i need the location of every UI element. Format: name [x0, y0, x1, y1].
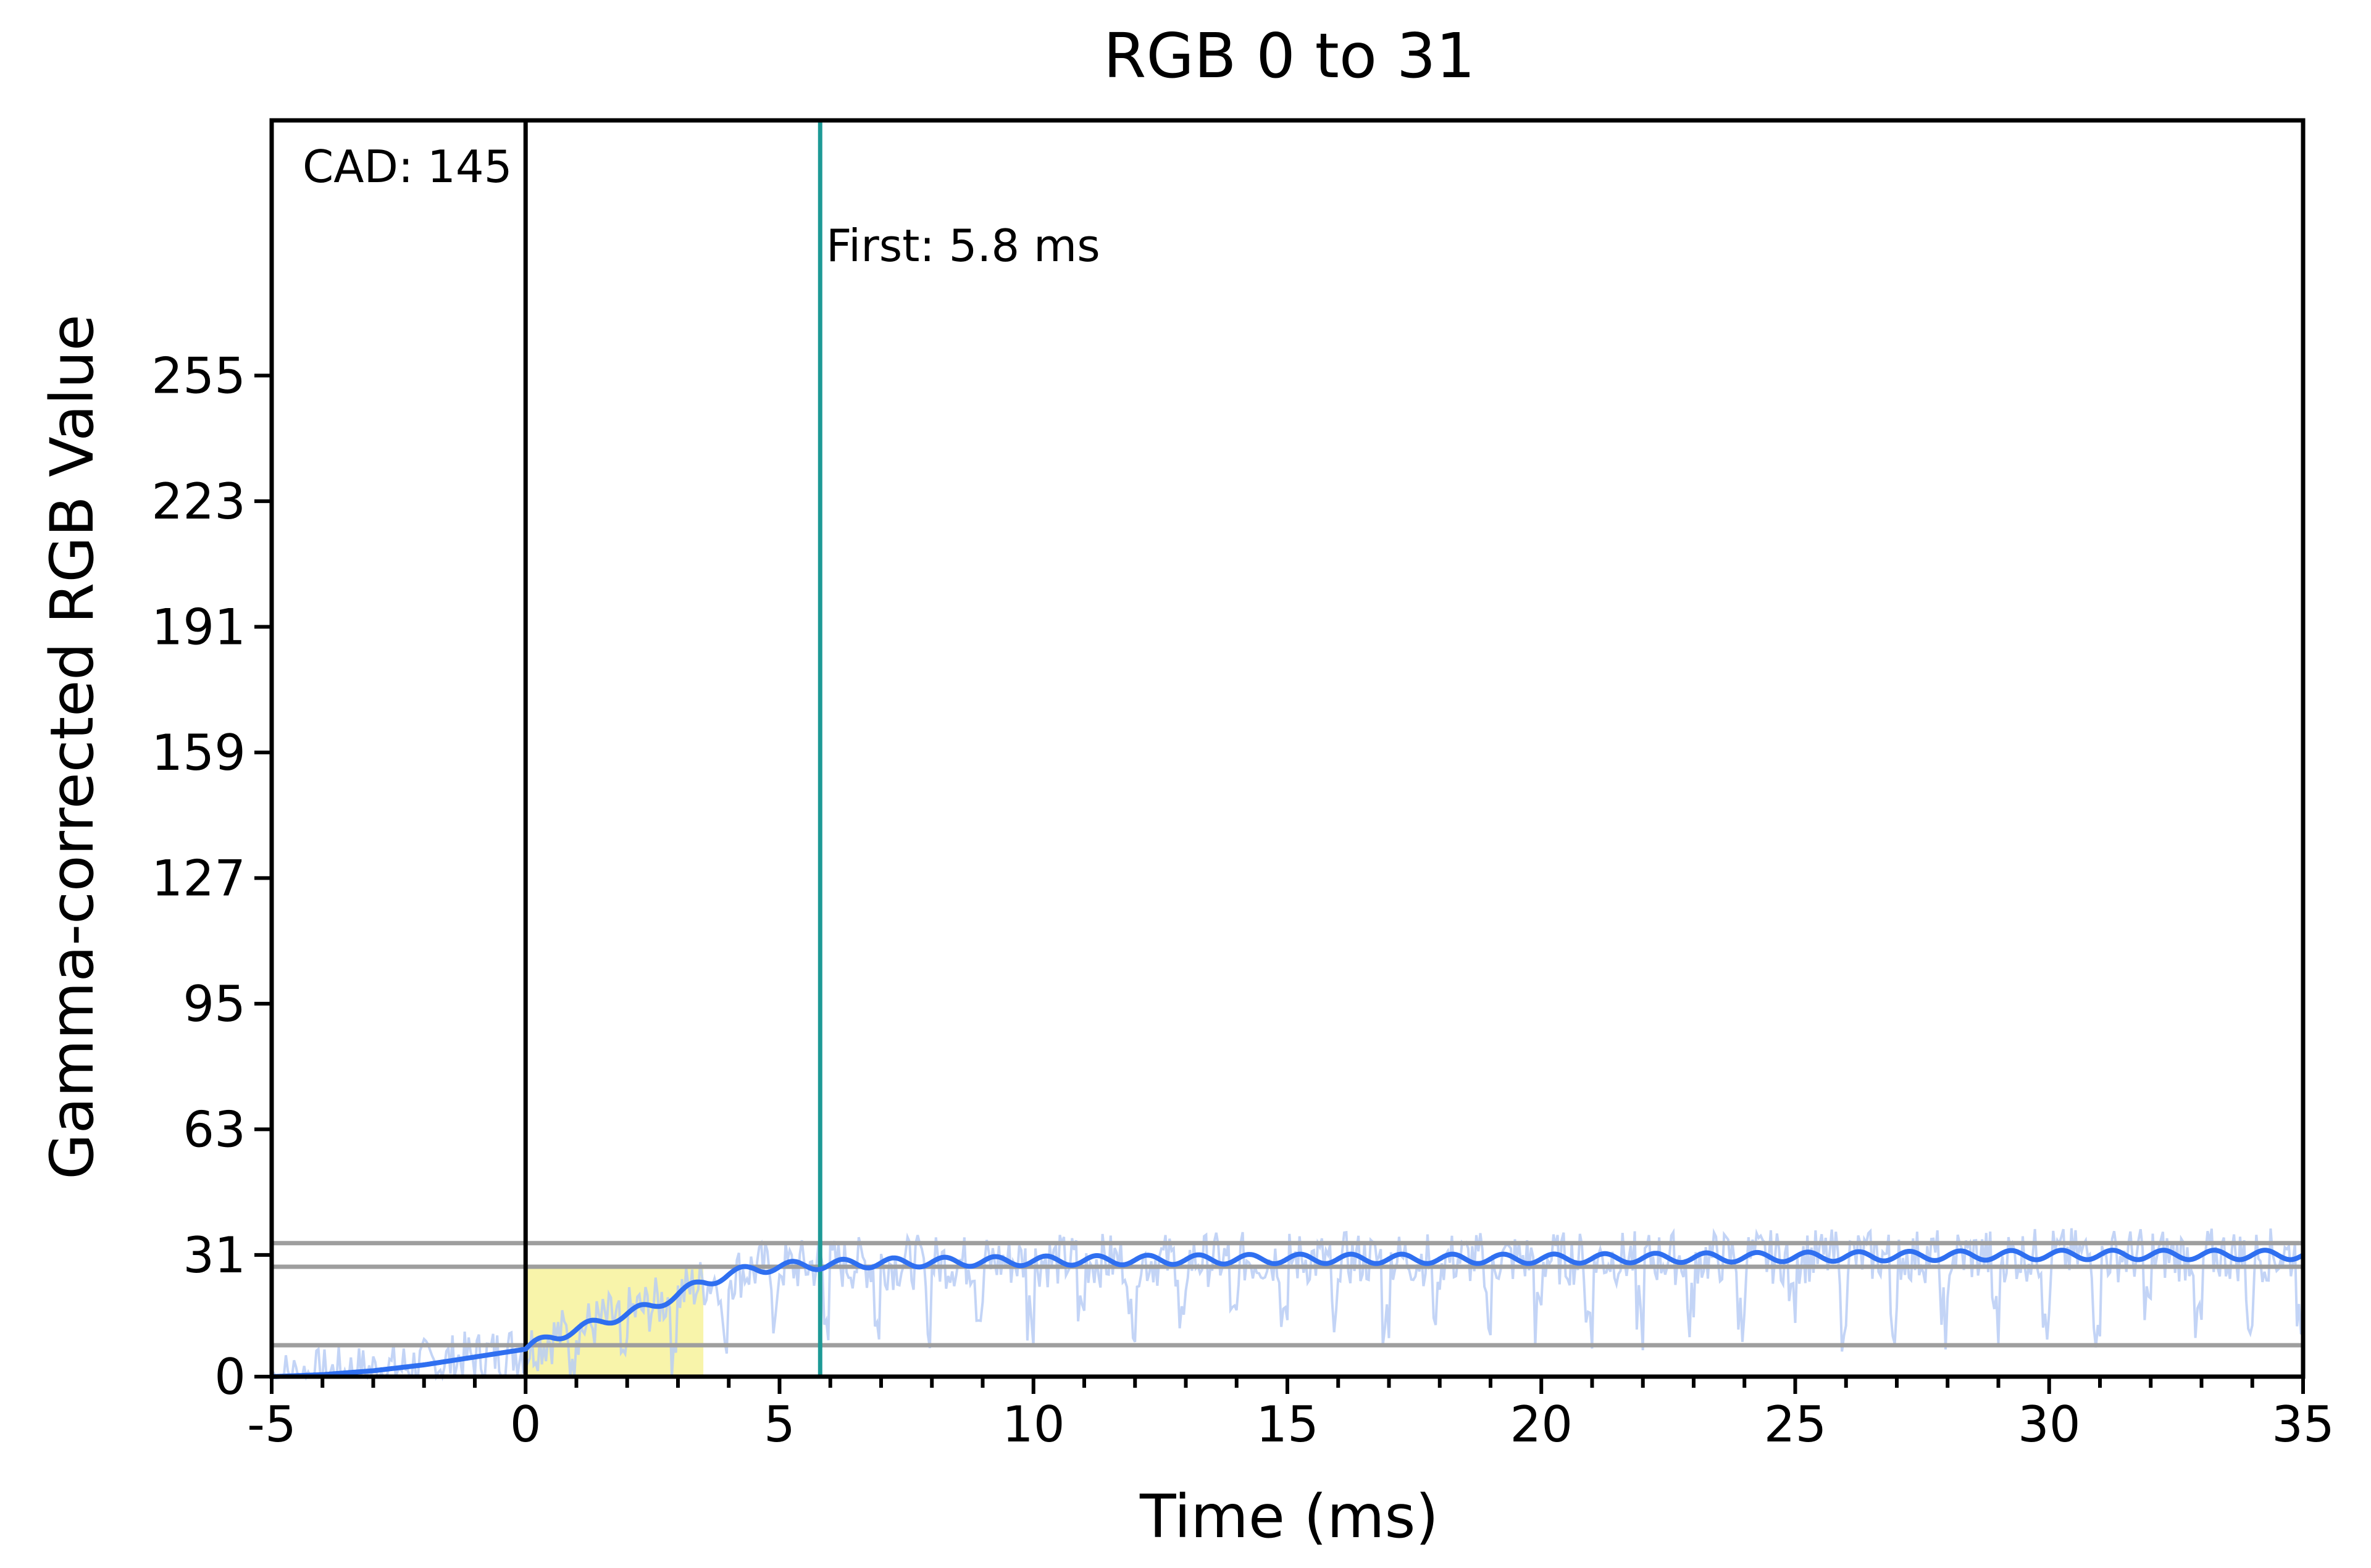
y-tick-label: 0 — [214, 1348, 246, 1406]
y-tick-label: 223 — [151, 473, 246, 530]
y-tick-label: 159 — [151, 724, 246, 782]
chart-title: RGB 0 to 31 — [1103, 20, 1475, 92]
cad-label: CAD: 145 — [303, 141, 512, 193]
raw-signal-line — [270, 1228, 2304, 1382]
x-tick-label: 0 — [510, 1396, 542, 1453]
x-tick-label: 20 — [1510, 1396, 1573, 1453]
y-tick-label: 191 — [151, 598, 246, 656]
x-tick-label: 30 — [2018, 1396, 2081, 1453]
smoothed-signal-line — [270, 1248, 2305, 1379]
x-tick-label: 10 — [1002, 1396, 1065, 1453]
y-tick-label: 63 — [183, 1101, 246, 1158]
plot-frame — [269, 118, 2306, 1379]
y-tick-label: 255 — [151, 347, 246, 404]
y-tick-label: 31 — [183, 1227, 246, 1284]
x-axis-label: Time (ms) — [1139, 1482, 1439, 1551]
x-tick-label: 15 — [1256, 1396, 1319, 1453]
x-tick-label: 25 — [1764, 1396, 1827, 1453]
first-response-label: First: 5.8 ms — [826, 220, 1100, 272]
x-tick-label: 5 — [764, 1396, 795, 1453]
y-tick-label: 127 — [151, 849, 246, 907]
x-tick-label: -5 — [247, 1396, 296, 1453]
y-axis-label: Gamma-corrected RGB Value — [38, 314, 107, 1179]
y-tick-label: 95 — [183, 975, 246, 1033]
x-tick-label: 35 — [2272, 1396, 2335, 1453]
